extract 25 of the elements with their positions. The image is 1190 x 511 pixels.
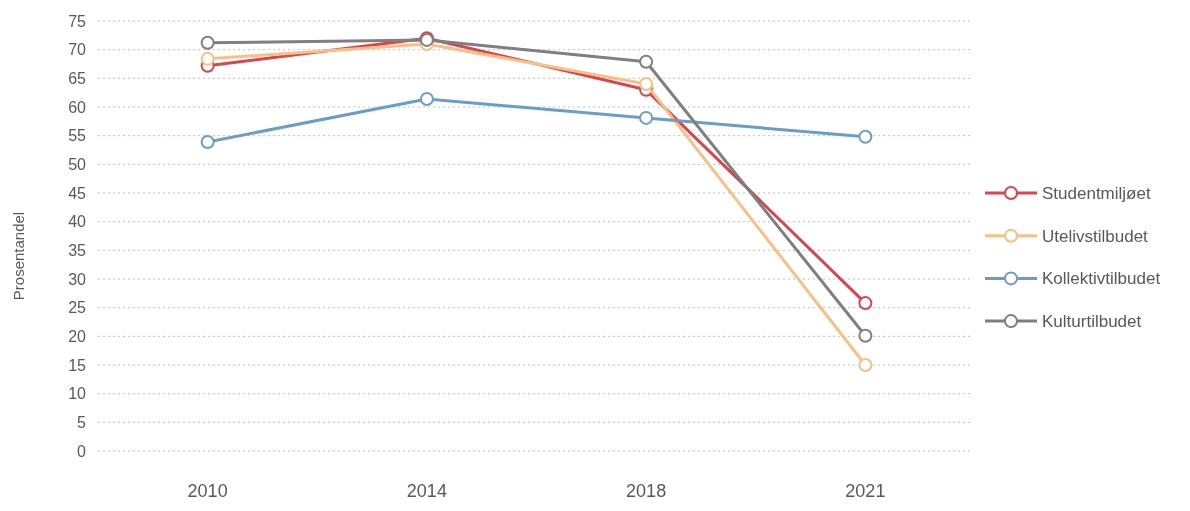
y-tick-label: 65 [68,69,87,87]
y-tick-label: 30 [68,270,87,288]
y-tick-label: 15 [68,356,87,374]
legend-label: Kollektivtilbudet [1042,269,1161,289]
x-tick-label: 2010 [187,481,228,501]
x-tick-label: 2018 [626,481,667,501]
y-tick-label: 45 [68,184,87,202]
y-tick-label: 50 [68,155,87,173]
y-tick-label: 5 [77,413,87,431]
y-axis-title: Prosentandel [10,211,27,301]
y-tick-label: 60 [68,98,87,116]
y-tick-label: 75 [68,12,87,30]
y-tick-label: 40 [68,213,87,231]
y-tick-label: 35 [68,241,87,259]
y-tick-label: 20 [68,327,87,345]
y-tick-label: 55 [68,127,87,145]
x-tick-label: 2021 [845,481,886,501]
x-tick-label: 2014 [406,481,447,501]
legend-label: Kulturtilbudet [1042,312,1142,332]
y-tick-label: 10 [68,385,87,403]
y-tick-label: 0 [77,442,87,460]
legend-label: Utelivstilbudet [1042,226,1149,246]
y-tick-label: 70 [68,41,87,59]
y-tick-label: 25 [68,299,87,317]
legend-label: Studentmiljøet [1042,183,1151,203]
